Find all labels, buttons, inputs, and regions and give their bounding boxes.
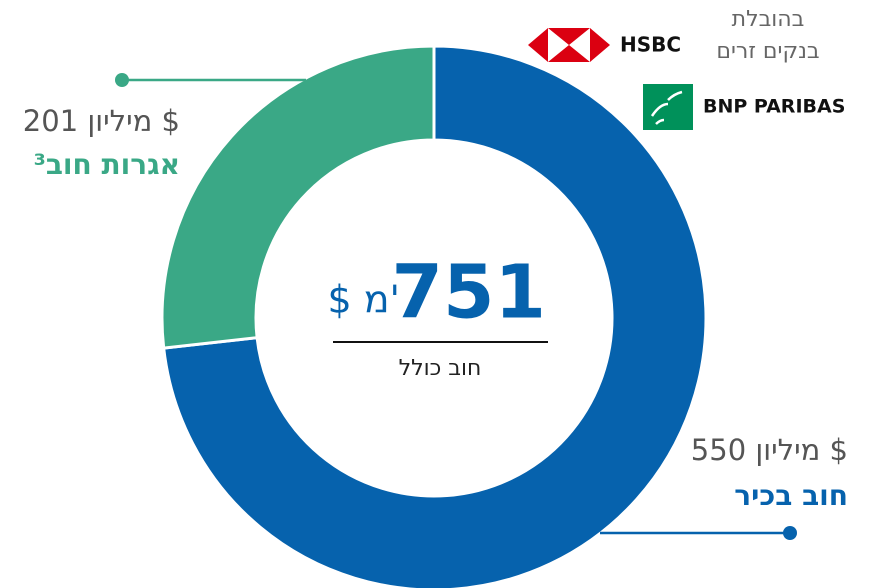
lead-text: בנקים זרים — [716, 39, 819, 64]
bnp-logo — [643, 84, 693, 130]
total-unit: $ מ' — [327, 278, 400, 322]
hsbc-logo — [528, 28, 610, 62]
lead-text: בהובלת — [732, 7, 805, 32]
leader-dot — [115, 73, 129, 87]
donut-segment — [160, 44, 436, 350]
value-label: 201 מיליון $ — [23, 104, 180, 138]
value-label: 550 מיליון $ — [691, 433, 848, 467]
total-value: 751 — [392, 250, 546, 336]
leader-dot — [783, 526, 797, 540]
category-label: חוב בכיר — [734, 479, 848, 512]
total-label: חוב כולל — [399, 356, 482, 381]
donut-segment — [162, 44, 708, 588]
bank-name: HSBC — [620, 33, 681, 57]
category-label: אגרות חוב³ — [34, 148, 180, 181]
donut — [160, 44, 708, 588]
bank-name: BNP PARIBAS — [703, 96, 845, 118]
